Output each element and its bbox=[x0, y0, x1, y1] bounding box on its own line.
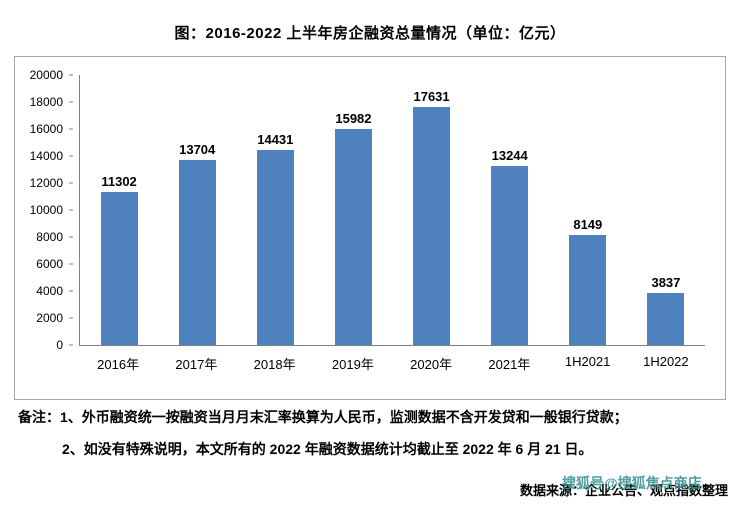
bar-group: 13704 bbox=[158, 75, 236, 345]
x-tick-label: 1H2022 bbox=[643, 354, 689, 369]
x-tick-label: 1H2021 bbox=[564, 354, 611, 369]
bar bbox=[647, 293, 685, 345]
data-source-text: 数据来源：企业公告、观点指数整理 bbox=[519, 483, 728, 498]
bar bbox=[491, 166, 529, 345]
y-tick-label: 4000 bbox=[36, 284, 63, 298]
bar-group: 13244 bbox=[471, 75, 549, 345]
y-tick-label: 8000 bbox=[36, 230, 63, 244]
y-tick-label: 2000 bbox=[36, 311, 63, 325]
bar bbox=[334, 129, 372, 345]
bar-group: 11302 bbox=[80, 75, 158, 345]
x-tick-label: 2017年 bbox=[175, 357, 218, 372]
y-tick-label: 16000 bbox=[29, 122, 63, 136]
x-tick-label: 2018年 bbox=[253, 357, 296, 372]
y-tick-mark bbox=[69, 182, 73, 184]
y-tick-label: 14000 bbox=[29, 149, 63, 163]
bar bbox=[178, 160, 216, 345]
y-tick-mark bbox=[69, 263, 73, 265]
y-tick-mark bbox=[69, 344, 73, 346]
source-wrap: 数据来源：企业公告、观点指数整理 搜狐号@搜狐焦点商店 bbox=[519, 475, 728, 504]
chart-title: 图：2016-2022 上半年房企融资总量情况（单位：亿元） bbox=[174, 25, 566, 42]
bar bbox=[569, 235, 607, 345]
bar-group: 8149 bbox=[549, 75, 627, 345]
bar bbox=[413, 106, 451, 345]
y-tick-mark bbox=[69, 74, 73, 76]
x-tick-label: 2021年 bbox=[488, 357, 531, 372]
y-tick-label: 10000 bbox=[29, 203, 63, 217]
bar-value-label: 13244 bbox=[491, 148, 528, 164]
y-tick-mark bbox=[69, 236, 73, 238]
bar-group: 3837 bbox=[627, 75, 705, 345]
y-tick-label: 18000 bbox=[29, 95, 63, 109]
y-tick-mark bbox=[69, 101, 73, 103]
y-tick-mark bbox=[69, 128, 73, 130]
y-tick-label: 0 bbox=[56, 338, 63, 352]
bar-value-label: 11302 bbox=[101, 174, 137, 190]
bar-group: 17631 bbox=[393, 75, 471, 345]
note-line-2: 2、如没有特殊说明，本文所有的 2022 年融资数据统计均截止至 2022 年 … bbox=[62, 441, 593, 457]
bar-value-label: 13704 bbox=[179, 142, 216, 157]
y-tick-label: 6000 bbox=[36, 257, 63, 271]
bar-value-label: 15982 bbox=[335, 111, 372, 127]
bar-value-label: 8149 bbox=[573, 217, 603, 232]
bar bbox=[256, 150, 294, 345]
y-tick-label: 12000 bbox=[29, 176, 63, 190]
plot-wrap: 11302 13704 14431 15982 17631 13244 8149 3837 bbox=[79, 75, 705, 346]
plot-area: 11302 13704 14431 15982 17631 13244 8149 3837 bbox=[79, 75, 705, 346]
notes: 备注：1、外币融资统一按融资当月月末汇率换算为人民币，监测数据不含开发贷和一般银… bbox=[18, 410, 730, 456]
x-tick-label: 2016年 bbox=[97, 357, 140, 372]
bar-value-label: 14431 bbox=[257, 132, 294, 148]
bar-value-label: 17631 bbox=[413, 88, 450, 104]
y-tick-mark bbox=[69, 155, 73, 157]
chart-box: 0 2000 4000 6000 8000 10000 12000 14000 16000 180… bbox=[14, 56, 726, 400]
x-axis: 2016年 2017年 2018年 2019年 2020年 2021年 1H2021 1H20… bbox=[79, 354, 705, 373]
y-tick-mark bbox=[69, 317, 73, 319]
bar-value-label: 3837 bbox=[651, 275, 681, 291]
bar-group: 15982 bbox=[314, 75, 392, 345]
y-tick-mark bbox=[69, 209, 73, 211]
y-tick-mark bbox=[69, 290, 73, 292]
bar-group: 14431 bbox=[236, 75, 314, 345]
y-axis: 0 2000 4000 6000 8000 10000 12000 14000 16000 180… bbox=[15, 68, 73, 352]
watermark-text: 搜狐号@搜狐焦点商店 bbox=[561, 475, 702, 491]
x-tick-label: 2019年 bbox=[331, 357, 374, 372]
note-line-1: 备注：1、外币融资统一按融资当月月末汇率换算为人民币，监测数据不含开发贷和一般银… bbox=[18, 409, 628, 425]
y-tick-label: 20000 bbox=[29, 68, 63, 82]
x-tick-label: 2020年 bbox=[410, 357, 453, 372]
bar bbox=[100, 192, 138, 345]
